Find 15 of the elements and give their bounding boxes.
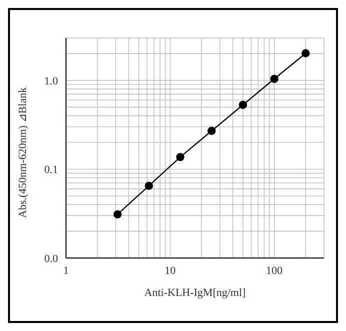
x-tick-label: 100 xyxy=(266,264,284,277)
y-tick-label: 0.0 xyxy=(44,252,58,265)
y-axis-title: Abs.(450nm-620nm) ⊿Blank xyxy=(16,86,29,218)
point xyxy=(208,126,216,135)
y-tick-label: 0.1 xyxy=(44,164,58,176)
point xyxy=(302,49,310,58)
y-tick-label: 1.0 xyxy=(44,75,58,88)
x-tick-label: 10 xyxy=(164,264,176,277)
point xyxy=(270,74,278,83)
point xyxy=(113,210,122,218)
point xyxy=(176,152,184,162)
x-axis-title: Anti-KLH-IgM[ng/ml] xyxy=(144,287,246,299)
point xyxy=(144,182,153,190)
point xyxy=(238,100,248,109)
x-tick-label: 1 xyxy=(63,264,69,277)
